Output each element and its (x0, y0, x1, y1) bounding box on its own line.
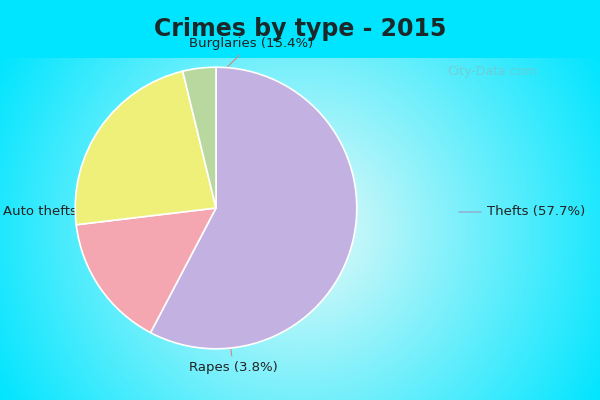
Text: Rapes (3.8%): Rapes (3.8%) (189, 331, 278, 374)
Wedge shape (151, 67, 357, 349)
Wedge shape (75, 71, 216, 225)
Wedge shape (76, 208, 216, 333)
Text: City-Data.com: City-Data.com (447, 66, 537, 78)
Bar (0, 0, 600, 58)
Text: Burglaries (15.4%): Burglaries (15.4%) (189, 38, 313, 70)
Text: Crimes by type - 2015: Crimes by type - 2015 (154, 17, 446, 41)
Wedge shape (183, 67, 216, 208)
Text: Auto thefts (23.1%): Auto thefts (23.1%) (3, 206, 134, 218)
Text: Thefts (57.7%): Thefts (57.7%) (459, 206, 585, 218)
